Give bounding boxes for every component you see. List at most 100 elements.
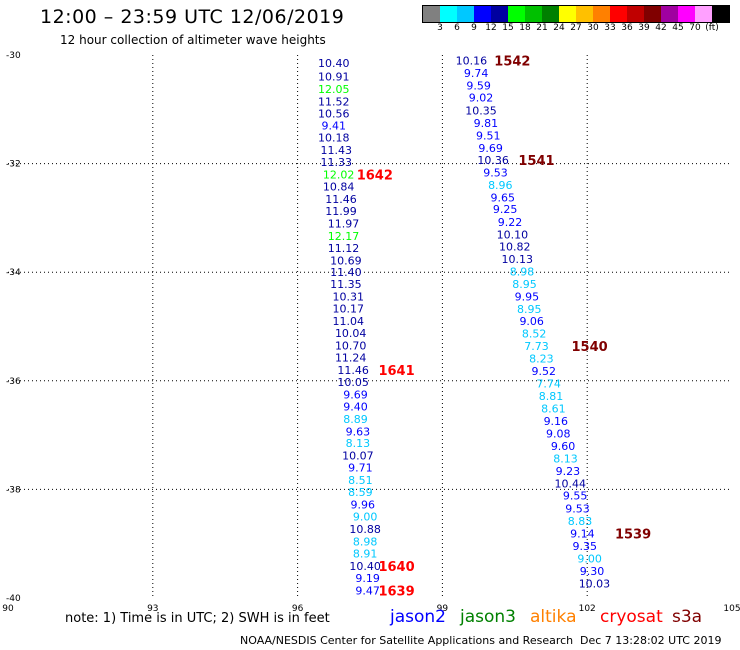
wave-height-label: 11.35 — [330, 278, 362, 291]
wave-height-label: 9.22 — [498, 216, 523, 229]
wave-height-label: 12.02 — [323, 168, 355, 181]
chart-subtitle: 12 hour collection of altimeter wave hei… — [60, 33, 326, 47]
legend-cryosat: cryosat — [600, 607, 663, 627]
wave-height-label: 10.40 — [349, 560, 381, 573]
wave-height-label: 9.81 — [474, 117, 499, 130]
wave-height-label: 9.95 — [515, 291, 540, 304]
color-scale-label: 15 — [502, 23, 514, 33]
wave-height-label: 10.88 — [349, 523, 381, 536]
x-tick-label: 99 — [437, 604, 449, 614]
pass-time-label: 1542 — [494, 54, 530, 69]
wave-height-label: 10.82 — [499, 241, 531, 254]
wave-height-label: 10.10 — [497, 229, 529, 242]
color-scale-label: 12 — [485, 23, 497, 33]
color-swatch — [525, 6, 542, 22]
color-scale-label: 9 — [471, 23, 477, 33]
wave-height-label: 8.59 — [348, 486, 373, 499]
wave-height-label: 8.52 — [522, 328, 547, 341]
wave-height-label: 9.41 — [322, 120, 347, 133]
y-tick-label: -40 — [6, 594, 21, 604]
wave-height-label: 8.95 — [517, 303, 542, 316]
wave-height-label: 8.95 — [512, 278, 537, 291]
wave-height-label: 8.13 — [553, 452, 578, 465]
wave-height-label: 11.46 — [337, 364, 369, 377]
color-scale-label: 33 — [604, 23, 616, 33]
color-scale-unit: (ft) — [705, 23, 719, 33]
color-scale-label: 27 — [570, 23, 582, 33]
color-swatch — [610, 6, 627, 22]
wave-height-label: 9.53 — [483, 166, 508, 179]
wave-height-label: 9.47 — [355, 584, 380, 597]
wave-height-label: 10.44 — [555, 477, 587, 490]
pass-time-label: 1539 — [615, 527, 651, 542]
wave-height-label: 11.24 — [335, 351, 367, 364]
wave-height-label: 11.52 — [318, 96, 350, 109]
wave-height-label: 10.07 — [342, 450, 374, 463]
wave-height-label: 9.06 — [519, 315, 544, 328]
chart-title: 12:00 – 23:59 UTC 12/06/2019 — [40, 6, 345, 28]
color-scale-label: 42 — [655, 23, 667, 33]
color-swatch — [423, 6, 440, 22]
wave-height-label: 10.36 — [477, 154, 509, 167]
wave-height-label: 9.14 — [570, 527, 595, 540]
wave-height-label: 11.43 — [320, 144, 352, 157]
wave-height-label: 8.23 — [529, 353, 554, 366]
wave-height-label: 11.04 — [333, 315, 365, 328]
color-swatch — [559, 6, 576, 22]
wave-height-label: 9.60 — [551, 440, 576, 453]
wave-height-label: 11.33 — [320, 156, 352, 169]
wave-height-label: 8.91 — [353, 547, 378, 560]
wave-height-label: 10.69 — [330, 254, 362, 267]
wave-height-label: 9.40 — [343, 400, 368, 413]
color-swatch — [576, 6, 593, 22]
legend-altika: altika — [530, 607, 577, 627]
wave-height-label: 9.65 — [490, 191, 515, 204]
wave-height-label: 9.55 — [563, 489, 588, 502]
wave-height-label: 9.96 — [351, 499, 376, 512]
wave-height-label: 10.56 — [318, 108, 350, 121]
legend-jason2: jason2 — [390, 607, 446, 627]
color-swatch — [678, 6, 695, 22]
wave-height-label: 9.51 — [476, 129, 501, 142]
color-scale-label: 24 — [553, 23, 565, 33]
wave-height-label: 9.30 — [580, 565, 605, 578]
color-swatch — [508, 6, 525, 22]
wave-height-label: 8.98 — [353, 536, 378, 549]
pass-time-label: 1642 — [357, 168, 393, 183]
x-tick-label: 93 — [147, 604, 158, 614]
y-tick-label: -38 — [6, 485, 21, 495]
y-tick-label: -32 — [6, 160, 21, 170]
color-scale-label: 45 — [672, 23, 684, 33]
wave-height-label: 9.00 — [353, 511, 378, 524]
wave-height-label: 9.19 — [355, 572, 380, 585]
color-swatch — [661, 6, 678, 22]
color-scale-label: 3 — [437, 23, 443, 33]
y-tick-label: -30 — [6, 51, 21, 61]
wave-height-label: 8.51 — [348, 474, 373, 487]
wave-height-label: 9.59 — [466, 79, 491, 92]
wave-height-label: 9.63 — [346, 425, 371, 438]
pass-time-label: 1541 — [518, 154, 554, 169]
wave-height-label: 7.74 — [536, 378, 561, 391]
wave-height-label: 8.81 — [539, 390, 564, 403]
legend-jason3: jason3 — [460, 607, 516, 627]
wave-height-label: 9.08 — [546, 427, 571, 440]
wave-height-label: 9.74 — [464, 67, 489, 80]
wave-height-label: 10.05 — [337, 376, 369, 389]
wave-height-label: 10.70 — [335, 340, 367, 353]
wave-height-label: 11.12 — [328, 242, 360, 255]
pass-time-label: 1640 — [378, 560, 414, 575]
y-tick-label: -34 — [6, 268, 21, 278]
color-scale-label: 39 — [638, 23, 650, 33]
color-swatch — [627, 6, 644, 22]
wave-height-label: 11.46 — [325, 193, 357, 206]
y-tick-label: -36 — [6, 377, 21, 387]
wave-height-label: 12.17 — [328, 230, 360, 243]
wave-height-label: 8.98 — [510, 266, 535, 279]
wave-height-label: 10.13 — [501, 253, 533, 266]
wave-height-label: 9.00 — [577, 552, 602, 565]
color-scale-label: 18 — [519, 23, 531, 33]
wave-height-label: 9.25 — [493, 203, 518, 216]
footer-timestamp: Dec 7 13:28:02 UTC 2019 — [580, 634, 722, 647]
